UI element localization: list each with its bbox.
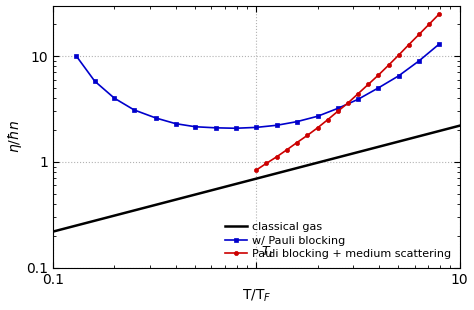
classical gas xyxy=(67,225,73,229)
w/ Pauli blocking xyxy=(437,42,442,46)
Pauli blocking + medium scattering xyxy=(294,141,300,144)
w/ Pauli blocking xyxy=(131,108,137,112)
Line: classical gas: classical gas xyxy=(53,126,460,232)
Pauli blocking + medium scattering xyxy=(274,155,280,159)
Pauli blocking + medium scattering xyxy=(284,148,290,152)
classical gas xyxy=(437,129,442,133)
Pauli blocking + medium scattering xyxy=(426,22,432,26)
Pauli blocking + medium scattering xyxy=(375,73,381,77)
w/ Pauli blocking xyxy=(355,98,361,101)
Pauli blocking + medium scattering xyxy=(254,168,259,172)
classical gas xyxy=(457,124,463,127)
classical gas xyxy=(422,133,428,137)
Pauli blocking + medium scattering xyxy=(406,43,411,46)
Pauli blocking + medium scattering xyxy=(416,33,422,36)
classical gas xyxy=(50,230,56,233)
w/ Pauli blocking xyxy=(192,125,198,129)
Pauli blocking + medium scattering xyxy=(386,63,392,67)
classical gas xyxy=(126,210,132,214)
w/ Pauli blocking xyxy=(173,122,178,126)
w/ Pauli blocking xyxy=(375,86,381,90)
Pauli blocking + medium scattering xyxy=(396,53,401,57)
Pauli blocking + medium scattering xyxy=(335,109,340,113)
w/ Pauli blocking xyxy=(416,59,422,63)
Legend: classical gas, w/ Pauli blocking, Pauli blocking + medium scattering: classical gas, w/ Pauli blocking, Pauli … xyxy=(222,219,454,262)
w/ Pauli blocking xyxy=(294,120,300,124)
w/ Pauli blocking xyxy=(315,114,320,118)
Y-axis label: $\eta/\hbar n$: $\eta/\hbar n$ xyxy=(6,120,24,153)
w/ Pauli blocking xyxy=(73,54,79,58)
w/ Pauli blocking xyxy=(335,107,340,110)
w/ Pauli blocking xyxy=(254,126,259,129)
X-axis label: T/T$_F$: T/T$_F$ xyxy=(242,288,271,304)
Pauli blocking + medium scattering xyxy=(304,134,310,137)
w/ Pauli blocking xyxy=(233,126,238,130)
w/ Pauli blocking xyxy=(213,126,219,130)
Pauli blocking + medium scattering xyxy=(355,92,361,96)
classical gas xyxy=(159,202,164,205)
Pauli blocking + medium scattering xyxy=(325,118,330,122)
Pauli blocking + medium scattering xyxy=(365,82,371,86)
Pauli blocking + medium scattering xyxy=(315,126,320,130)
classical gas xyxy=(75,223,81,227)
Line: Pauli blocking + medium scattering: Pauli blocking + medium scattering xyxy=(255,12,441,172)
Pauli blocking + medium scattering xyxy=(264,162,269,165)
w/ Pauli blocking xyxy=(111,96,117,100)
w/ Pauli blocking xyxy=(153,116,159,120)
w/ Pauli blocking xyxy=(274,123,280,127)
Line: w/ Pauli blocking: w/ Pauli blocking xyxy=(74,42,442,131)
Text: $T_c$: $T_c$ xyxy=(261,245,275,260)
w/ Pauli blocking xyxy=(396,74,401,78)
Pauli blocking + medium scattering xyxy=(345,101,351,105)
Pauli blocking + medium scattering xyxy=(437,12,442,16)
w/ Pauli blocking xyxy=(92,79,98,83)
